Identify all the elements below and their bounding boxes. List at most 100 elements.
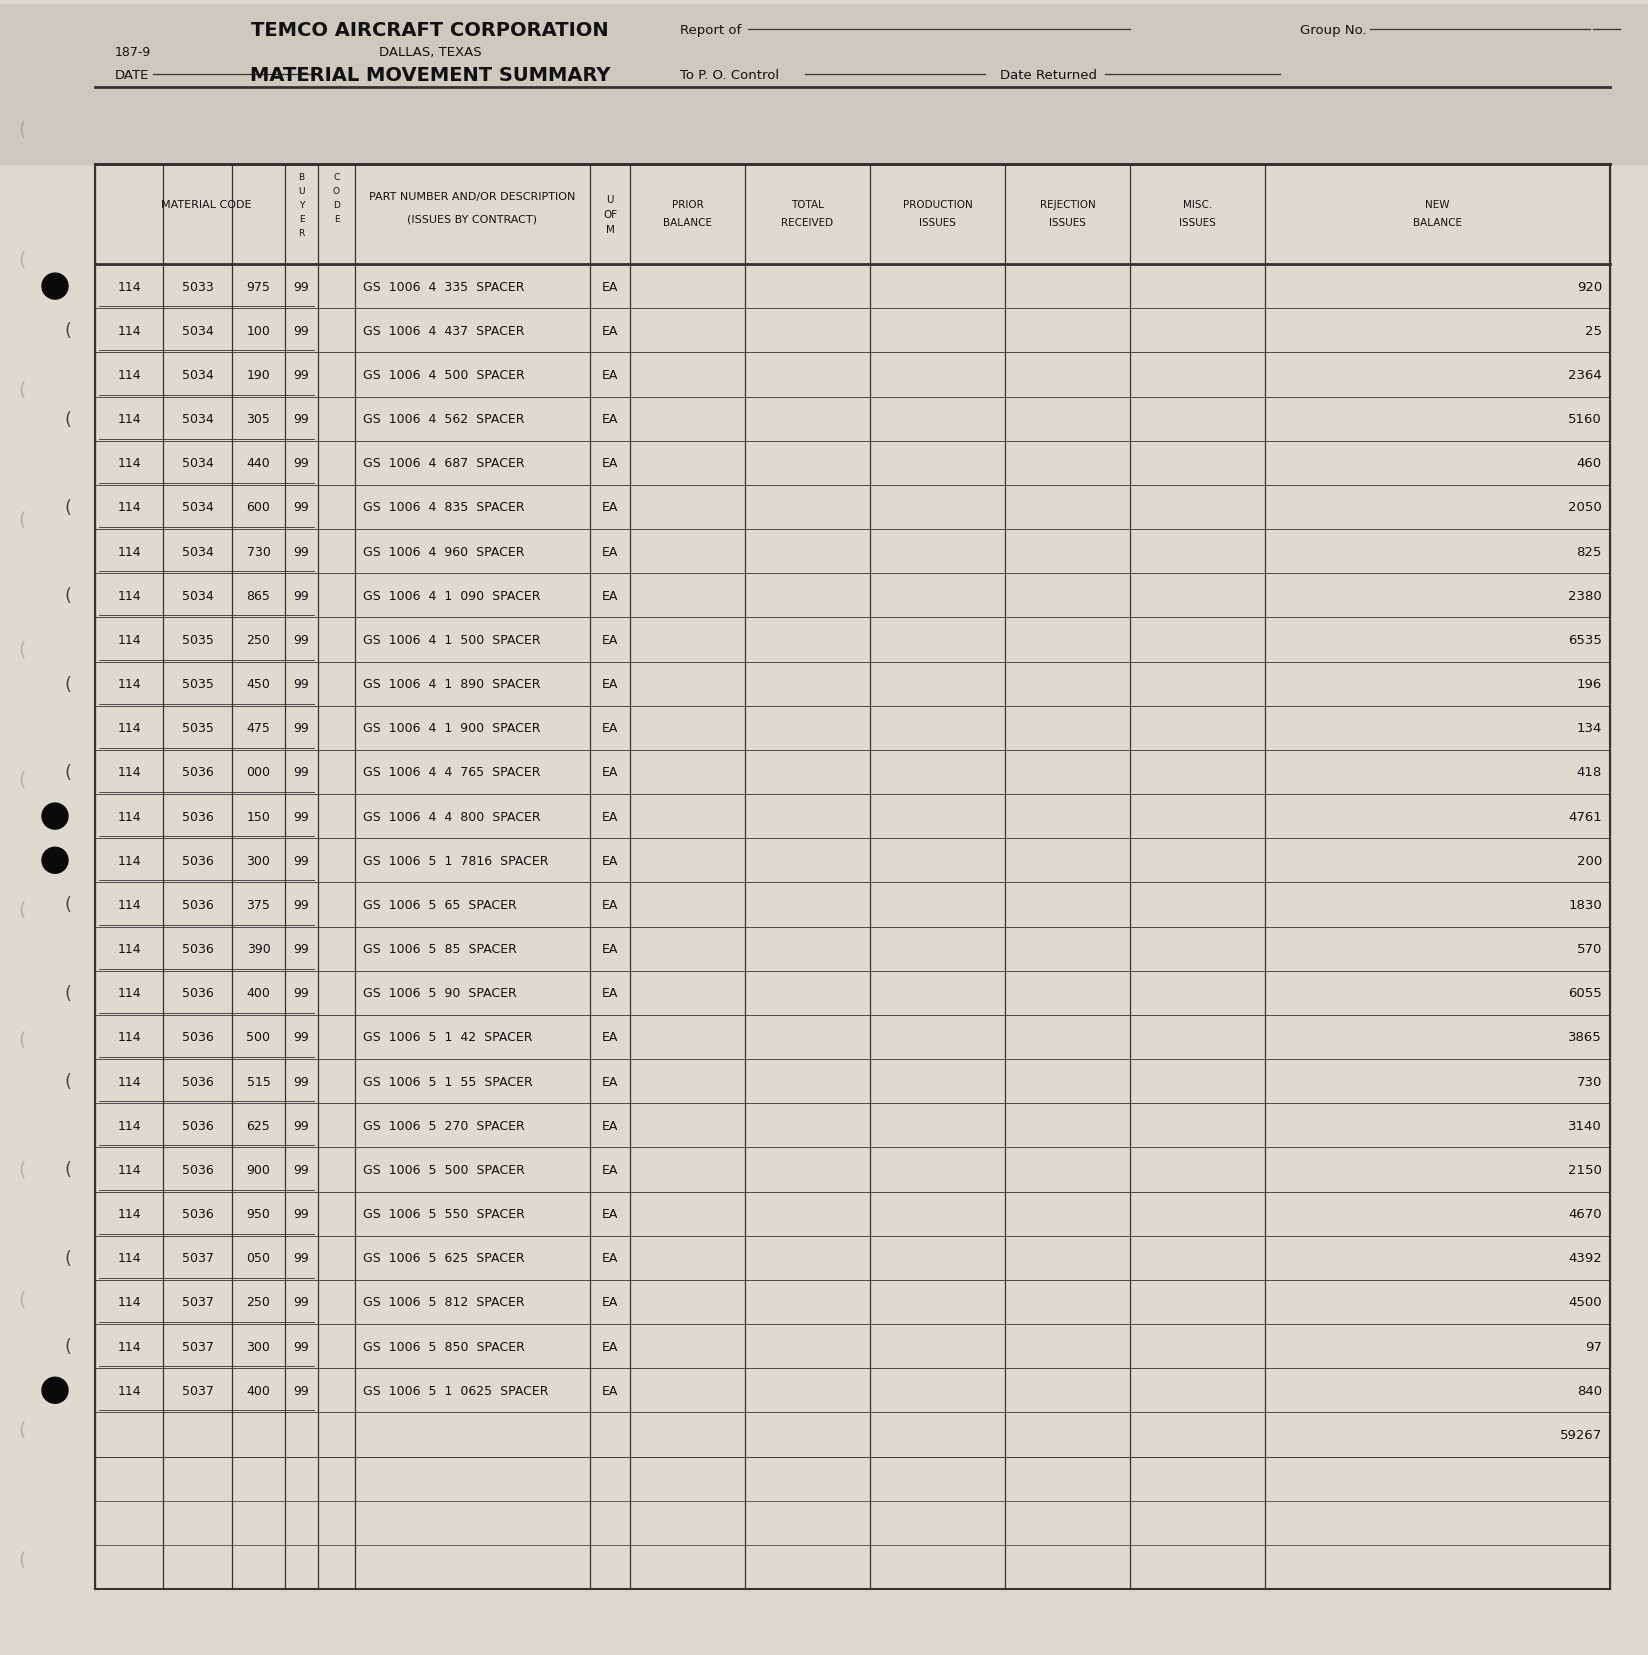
Text: GS  1006  5  65  SPACER: GS 1006 5 65 SPACER (363, 899, 516, 912)
Text: 99: 99 (293, 809, 310, 823)
Text: 600: 600 (247, 501, 270, 515)
Text: (: ( (64, 1250, 71, 1268)
Text: EA: EA (602, 1251, 618, 1264)
Text: 5034: 5034 (181, 589, 213, 602)
Text: 515: 515 (247, 1076, 270, 1087)
Text: EA: EA (602, 1341, 618, 1352)
Text: 5036: 5036 (181, 809, 213, 823)
Text: BALANCE: BALANCE (662, 218, 712, 228)
Text: (ISSUES BY CONTRACT): (ISSUES BY CONTRACT) (407, 215, 537, 225)
Text: 114: 114 (117, 677, 140, 690)
Text: EA: EA (602, 1163, 618, 1177)
Text: Group No.: Group No. (1299, 23, 1366, 36)
Text: Date Returned: Date Returned (999, 68, 1096, 81)
Text: 187-9: 187-9 (115, 45, 152, 58)
Text: GS  1006  5  812  SPACER: GS 1006 5 812 SPACER (363, 1296, 524, 1309)
Text: 150: 150 (247, 809, 270, 823)
Text: EA: EA (602, 899, 618, 912)
Text: EA: EA (602, 722, 618, 735)
Text: 114: 114 (117, 809, 140, 823)
Text: BALANCE: BALANCE (1412, 218, 1462, 228)
Text: (: ( (18, 121, 26, 139)
Text: 114: 114 (117, 899, 140, 912)
Text: 625: 625 (247, 1119, 270, 1132)
Text: 5034: 5034 (181, 324, 213, 338)
Text: EA: EA (602, 986, 618, 1000)
Text: 825: 825 (1575, 544, 1600, 558)
Text: (: ( (18, 770, 26, 789)
Circle shape (41, 847, 68, 874)
Text: 5036: 5036 (181, 1076, 213, 1087)
Text: GS  1006  4  500  SPACER: GS 1006 4 500 SPACER (363, 369, 524, 382)
Text: GS  1006  4  335  SPACER: GS 1006 4 335 SPACER (363, 280, 524, 293)
Text: 418: 418 (1575, 766, 1600, 780)
Text: 134: 134 (1575, 722, 1600, 735)
Text: U: U (606, 195, 613, 205)
Text: Y: Y (298, 200, 303, 210)
Text: 375: 375 (247, 899, 270, 912)
Text: MATERIAL CODE: MATERIAL CODE (162, 200, 252, 210)
Circle shape (41, 275, 68, 300)
Text: 730: 730 (1575, 1076, 1600, 1087)
Text: 99: 99 (293, 766, 310, 780)
Text: GS  1006  4  960  SPACER: GS 1006 4 960 SPACER (363, 544, 524, 558)
Text: 390: 390 (247, 942, 270, 955)
Text: 6055: 6055 (1567, 986, 1600, 1000)
Text: EA: EA (602, 809, 618, 823)
Text: RECEIVED: RECEIVED (781, 218, 832, 228)
Text: 4761: 4761 (1567, 809, 1600, 823)
Text: DATE: DATE (115, 68, 150, 81)
Text: GS  1006  4  835  SPACER: GS 1006 4 835 SPACER (363, 501, 524, 515)
Text: 99: 99 (293, 722, 310, 735)
Text: 5036: 5036 (181, 1208, 213, 1220)
Text: 300: 300 (247, 854, 270, 867)
Text: 4392: 4392 (1567, 1251, 1600, 1264)
Text: 114: 114 (117, 1296, 140, 1309)
Text: 99: 99 (293, 1384, 310, 1397)
Text: EA: EA (602, 501, 618, 515)
Text: 99: 99 (293, 854, 310, 867)
Text: EA: EA (602, 1296, 618, 1309)
Text: 114: 114 (117, 854, 140, 867)
Text: ISSUES: ISSUES (1048, 218, 1086, 228)
Text: EA: EA (602, 412, 618, 425)
Text: 99: 99 (293, 544, 310, 558)
Text: MATERIAL MOVEMENT SUMMARY: MATERIAL MOVEMENT SUMMARY (249, 66, 610, 84)
Text: 99: 99 (293, 1296, 310, 1309)
Text: 730: 730 (247, 544, 270, 558)
Text: 5034: 5034 (181, 544, 213, 558)
Text: (: ( (18, 381, 26, 399)
Text: MISC.: MISC. (1182, 200, 1211, 210)
Text: 114: 114 (117, 544, 140, 558)
Text: GS  1006  4  1  900  SPACER: GS 1006 4 1 900 SPACER (363, 722, 541, 735)
Text: 5036: 5036 (181, 1119, 213, 1132)
Text: 6535: 6535 (1567, 634, 1600, 647)
Text: B: B (298, 172, 305, 182)
Text: GS  1006  4  1  090  SPACER: GS 1006 4 1 090 SPACER (363, 589, 541, 602)
Text: 114: 114 (117, 1031, 140, 1044)
Text: (: ( (18, 510, 26, 530)
Text: 000: 000 (246, 766, 270, 780)
Text: 2380: 2380 (1567, 589, 1600, 602)
Text: E: E (333, 215, 339, 223)
Text: GS  1006  4  687  SPACER: GS 1006 4 687 SPACER (363, 457, 524, 470)
Text: R: R (298, 228, 305, 237)
Text: (: ( (64, 323, 71, 339)
Text: GS  1006  4  437  SPACER: GS 1006 4 437 SPACER (363, 324, 524, 338)
Text: (: ( (64, 498, 71, 516)
Text: 4670: 4670 (1567, 1208, 1600, 1220)
Text: 1830: 1830 (1567, 899, 1600, 912)
Text: (: ( (18, 1420, 26, 1438)
Text: 3140: 3140 (1567, 1119, 1600, 1132)
Text: 5037: 5037 (181, 1384, 213, 1397)
Text: 5036: 5036 (181, 899, 213, 912)
Text: GS  1006  5  1  7816  SPACER: GS 1006 5 1 7816 SPACER (363, 854, 549, 867)
Text: 4500: 4500 (1567, 1296, 1600, 1309)
Text: EA: EA (602, 854, 618, 867)
Text: 440: 440 (247, 457, 270, 470)
Text: 114: 114 (117, 942, 140, 955)
Text: OF: OF (603, 210, 616, 220)
Text: GS  1006  4  1  890  SPACER: GS 1006 4 1 890 SPACER (363, 677, 541, 690)
Text: REJECTION: REJECTION (1038, 200, 1094, 210)
Text: O: O (333, 187, 339, 195)
